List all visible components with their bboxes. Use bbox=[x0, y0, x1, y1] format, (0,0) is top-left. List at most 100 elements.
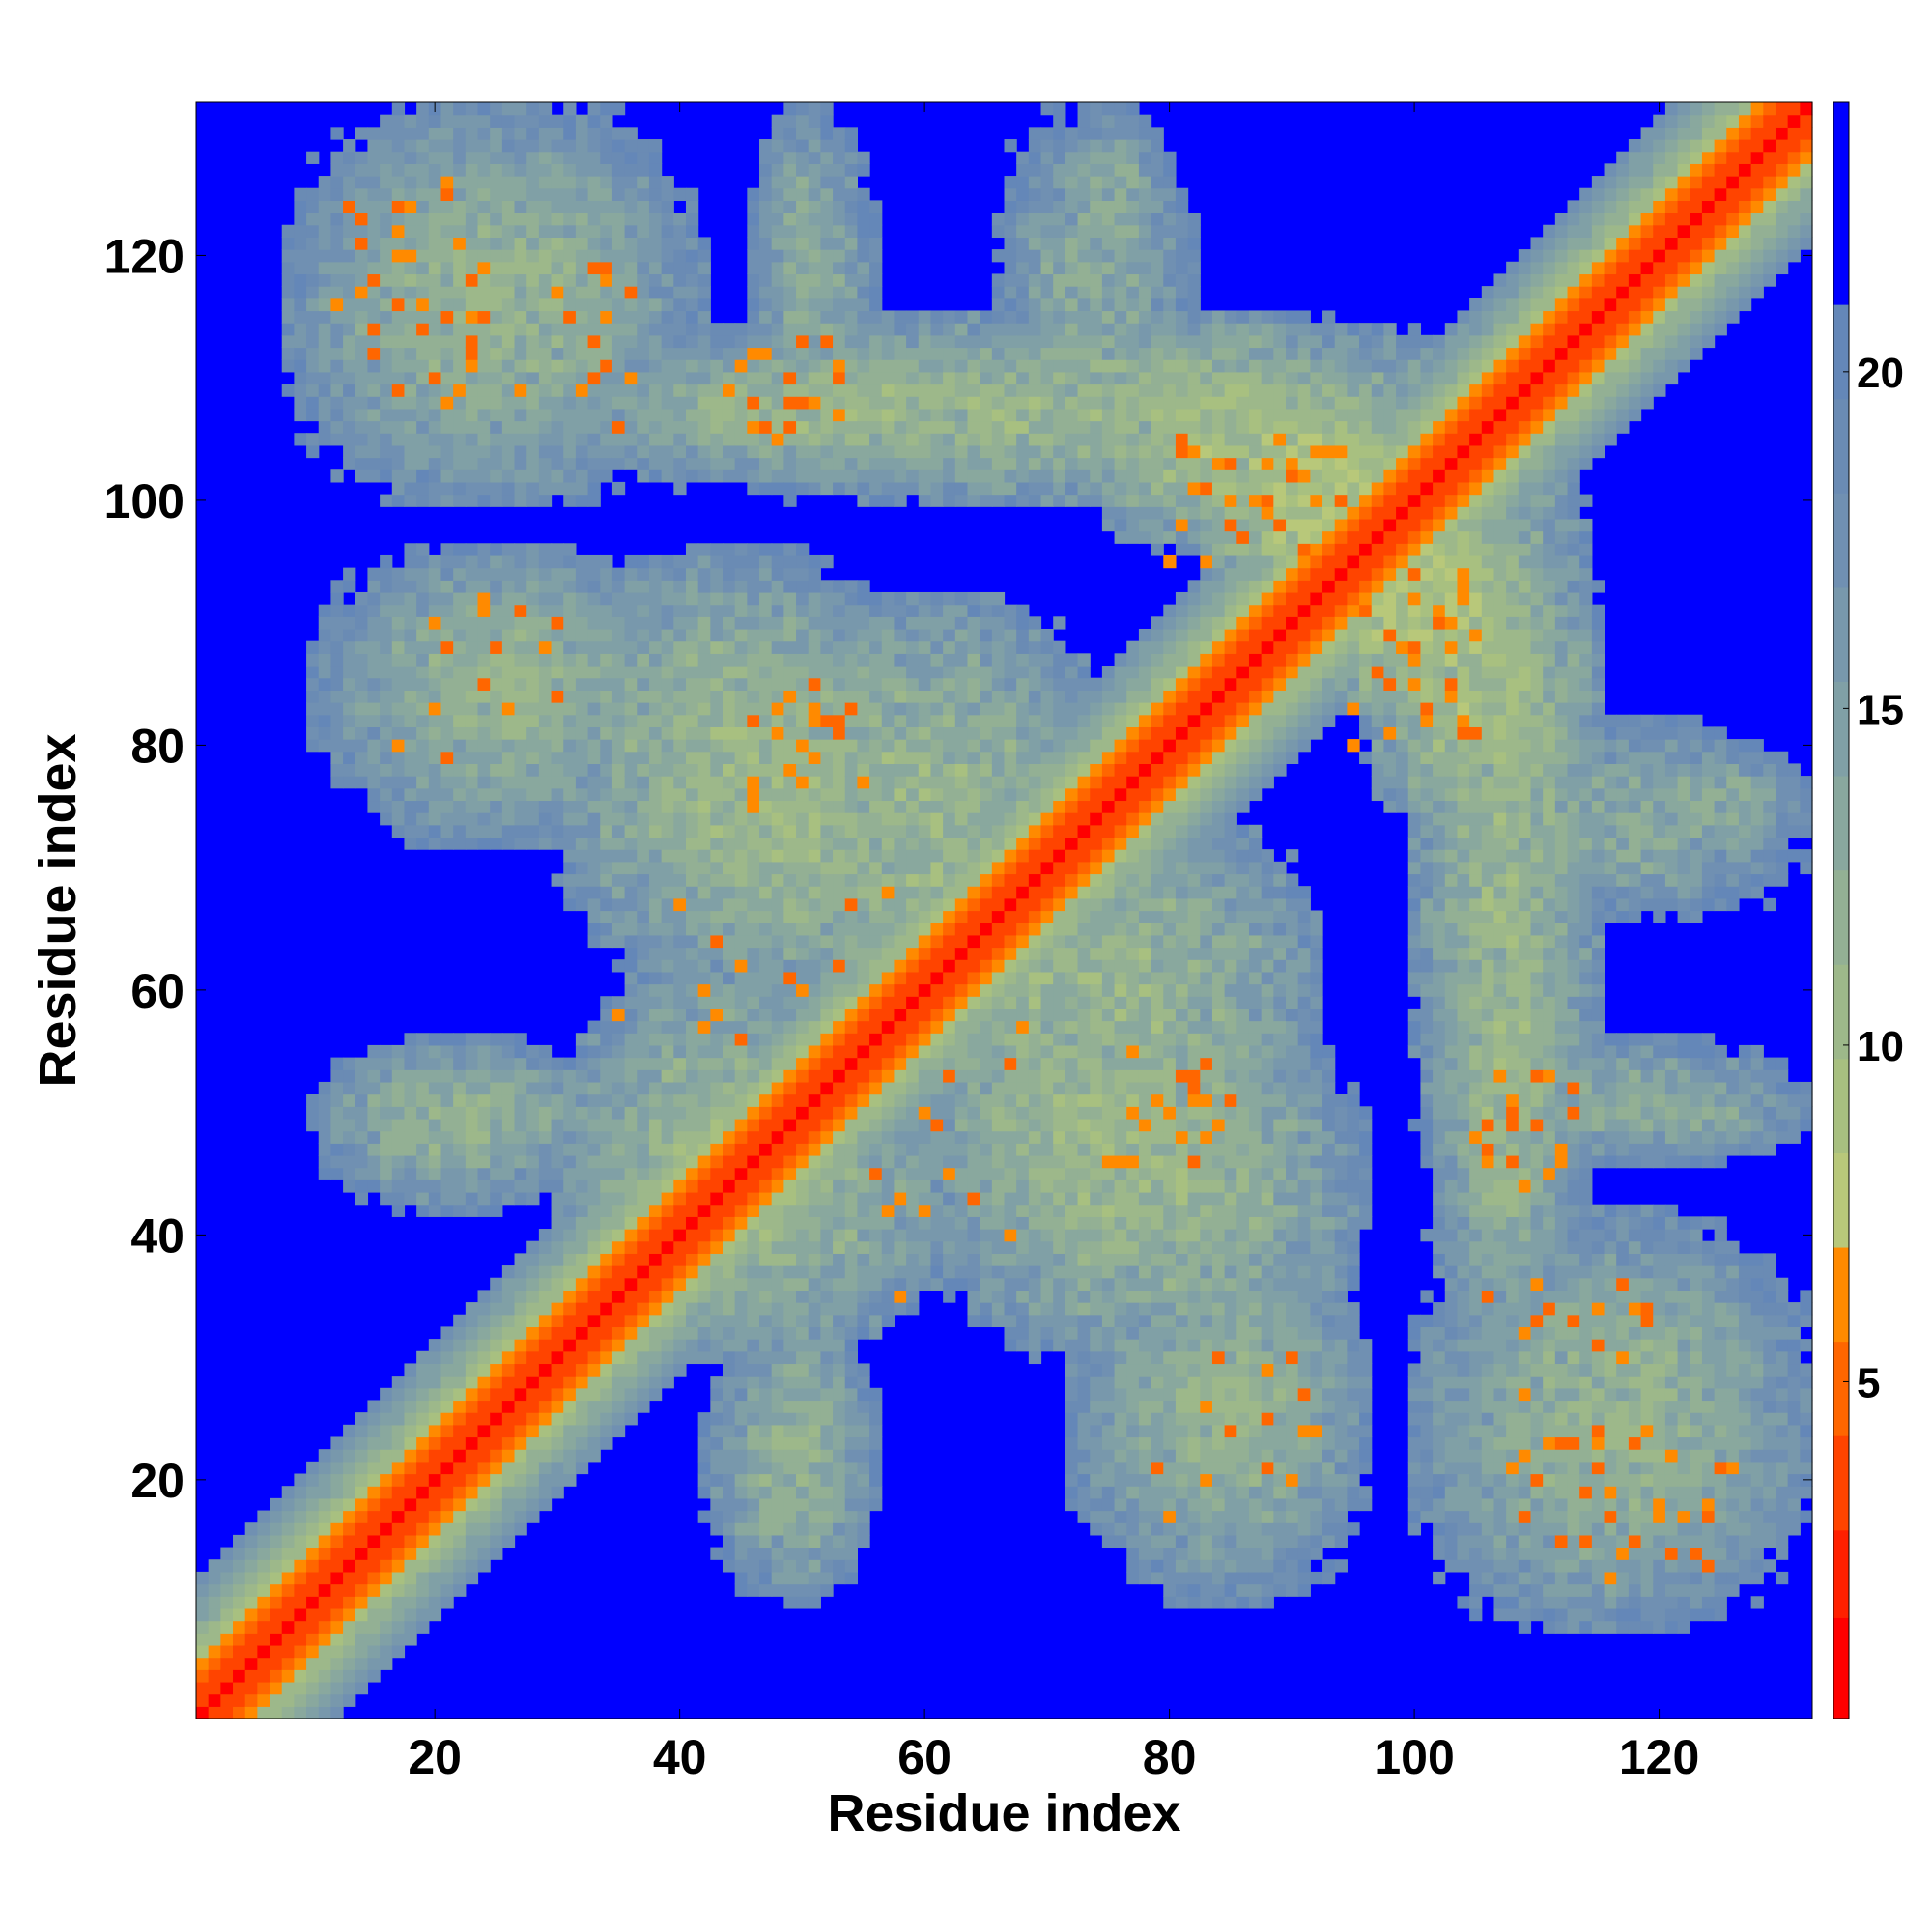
heatmap-cell bbox=[808, 1449, 821, 1463]
heatmap-cell bbox=[428, 800, 442, 813]
heatmap-cell bbox=[233, 1571, 246, 1585]
heatmap-cell bbox=[796, 384, 810, 397]
heatmap-cell bbox=[661, 690, 674, 703]
heatmap-cell bbox=[869, 837, 883, 850]
heatmap-cell bbox=[453, 800, 467, 813]
heatmap-cell bbox=[759, 910, 773, 923]
heatmap-cell bbox=[330, 127, 344, 140]
heatmap-cell bbox=[428, 249, 442, 263]
heatmap-cell bbox=[551, 1192, 564, 1206]
heatmap-cell bbox=[575, 1326, 589, 1340]
heatmap-cell bbox=[526, 200, 540, 213]
heatmap-cell bbox=[465, 1204, 479, 1217]
heatmap-cell bbox=[367, 224, 381, 239]
heatmap-cell bbox=[844, 751, 858, 764]
heatmap-cell bbox=[538, 554, 553, 569]
heatmap-cell bbox=[355, 1633, 369, 1646]
heatmap-cell bbox=[244, 1669, 258, 1683]
heatmap-cell bbox=[563, 237, 577, 250]
heatmap-cell bbox=[501, 261, 516, 275]
heatmap-cell bbox=[514, 433, 527, 446]
heatmap-cell bbox=[648, 1069, 663, 1083]
heatmap-cell bbox=[477, 1143, 491, 1156]
heatmap-cell bbox=[380, 616, 393, 630]
heatmap-cell bbox=[808, 1154, 821, 1169]
heatmap-cell bbox=[648, 347, 663, 360]
heatmap-cell bbox=[722, 457, 736, 470]
heatmap-cell bbox=[820, 1497, 834, 1512]
heatmap-cell bbox=[428, 347, 442, 360]
heatmap-cell bbox=[820, 1216, 834, 1230]
heatmap-cell bbox=[575, 139, 589, 153]
heatmap-cell bbox=[833, 604, 846, 617]
heatmap-cell bbox=[428, 1033, 442, 1046]
heatmap-cell bbox=[648, 923, 663, 936]
heatmap-cell bbox=[501, 408, 516, 422]
heatmap-cell bbox=[428, 1363, 442, 1377]
heatmap-cell bbox=[404, 481, 417, 496]
heatmap-cell bbox=[330, 666, 344, 679]
heatmap-cell bbox=[551, 1240, 564, 1254]
heatmap-cell bbox=[844, 176, 858, 189]
heatmap-cell bbox=[270, 1510, 283, 1523]
heatmap-cell bbox=[611, 1265, 626, 1279]
heatmap-cell bbox=[673, 1106, 687, 1120]
heatmap-cell bbox=[844, 286, 858, 299]
heatmap-cell bbox=[538, 1486, 553, 1499]
heatmap-cell bbox=[281, 1669, 295, 1683]
heatmap-cell bbox=[355, 163, 369, 177]
heatmap-cell bbox=[747, 934, 760, 949]
heatmap-cell bbox=[759, 1118, 773, 1132]
heatmap-cell bbox=[759, 334, 773, 349]
heatmap-cell bbox=[428, 408, 442, 422]
heatmap-cell bbox=[857, 580, 870, 593]
heatmap-cell bbox=[844, 334, 858, 349]
heatmap-cell bbox=[453, 1094, 467, 1107]
heatmap-cell bbox=[685, 996, 699, 1009]
heatmap-cell bbox=[343, 1669, 356, 1683]
heatmap-cell bbox=[710, 580, 724, 593]
heatmap-cell bbox=[355, 457, 369, 470]
heatmap-cell bbox=[563, 1204, 577, 1217]
heatmap-cell bbox=[747, 1522, 760, 1536]
heatmap-cell bbox=[587, 323, 601, 336]
heatmap-cell bbox=[844, 1033, 858, 1046]
heatmap-cell bbox=[611, 897, 626, 912]
heatmap-cell bbox=[697, 726, 711, 740]
heatmap-cell bbox=[587, 200, 601, 213]
heatmap-cell bbox=[611, 396, 626, 410]
heatmap-cell bbox=[624, 139, 638, 153]
heatmap-cell bbox=[759, 1400, 773, 1413]
heatmap-cell bbox=[600, 1118, 613, 1132]
heatmap-cell bbox=[575, 776, 589, 789]
heatmap-cell bbox=[526, 1400, 540, 1413]
heatmap-cell bbox=[796, 1277, 810, 1291]
heatmap-cell bbox=[637, 444, 650, 459]
heatmap-cell bbox=[501, 628, 516, 642]
heatmap-cell bbox=[833, 812, 846, 826]
heatmap-cell bbox=[391, 1400, 406, 1413]
heatmap-cell bbox=[881, 1265, 895, 1279]
heatmap-cell bbox=[833, 873, 846, 887]
heatmap-cell bbox=[685, 334, 699, 349]
heatmap-cell bbox=[281, 237, 295, 250]
heatmap-cell bbox=[685, 1179, 699, 1193]
heatmap-cell bbox=[759, 1302, 773, 1316]
heatmap-cell bbox=[611, 1229, 626, 1242]
heatmap-cell bbox=[611, 433, 626, 446]
heatmap-cell bbox=[391, 334, 406, 349]
heatmap-cell bbox=[820, 824, 834, 838]
heatmap-cell bbox=[538, 273, 553, 287]
heatmap-cell bbox=[416, 139, 430, 153]
heatmap-cell bbox=[820, 114, 834, 128]
heatmap-cell bbox=[820, 359, 834, 373]
heatmap-cell bbox=[453, 776, 467, 789]
heatmap-cell bbox=[734, 1020, 748, 1034]
heatmap-cell bbox=[367, 628, 381, 642]
heatmap-cell bbox=[869, 213, 883, 226]
heatmap-cell bbox=[833, 1106, 846, 1120]
heatmap-cell bbox=[440, 1412, 454, 1426]
heatmap-cell bbox=[367, 1069, 381, 1083]
heatmap-cell bbox=[783, 1008, 797, 1022]
heatmap-cell bbox=[808, 151, 821, 164]
